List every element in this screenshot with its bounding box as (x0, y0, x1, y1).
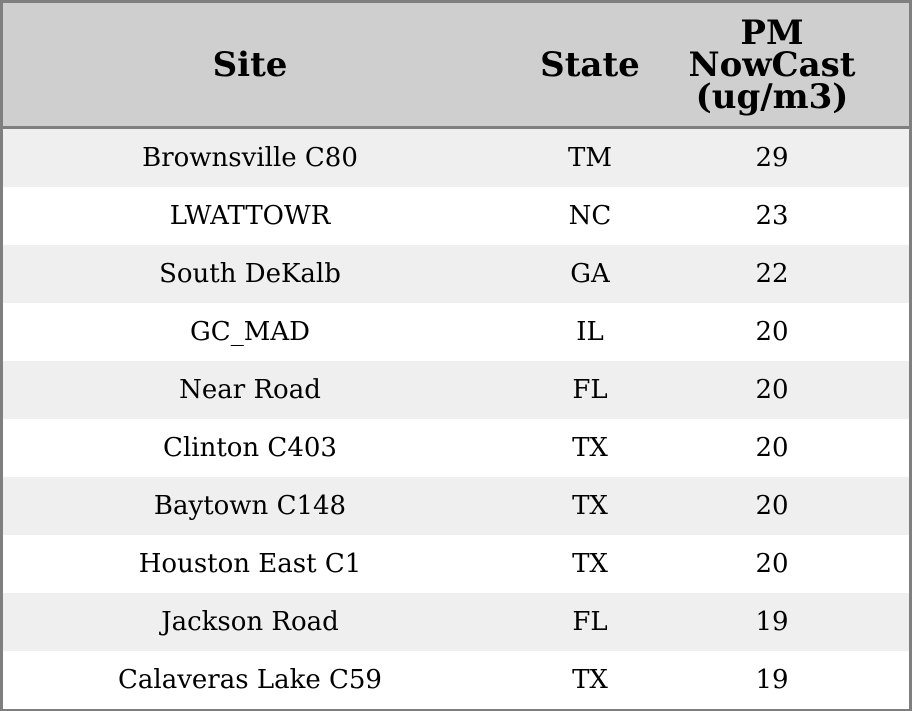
table-row: GC_MAD IL 20 (3, 303, 909, 361)
table-row: Clinton C403 TX 20 (3, 419, 909, 477)
cell-pm: 19 (755, 607, 789, 637)
cell-pm: 20 (755, 491, 789, 521)
table-row: Near Road FL 20 (3, 361, 909, 419)
table-header: Site State PM NowCast (ug/m3) (3, 3, 909, 129)
cell-state: TX (572, 549, 608, 579)
cell-pm: 22 (755, 259, 789, 289)
header-pm-line-2: NowCast (688, 44, 856, 85)
cell-site: LWATTOWR (169, 201, 331, 231)
cell-site: Houston East C1 (138, 549, 362, 579)
header-pm-line-3: (ug/m3) (695, 76, 849, 117)
table-row: Calaveras Lake C59 TX 19 (3, 651, 909, 709)
cell-state: TX (572, 433, 608, 463)
cell-site: South DeKalb (159, 259, 341, 289)
header-site: Site (212, 44, 288, 85)
table-row: Baytown C148 TX 20 (3, 477, 909, 535)
header-state: State (540, 44, 640, 85)
header-pm-nowcast: PM NowCast (ug/m3) (653, 12, 891, 117)
cell-state: NC (568, 201, 612, 231)
cell-state: TX (572, 665, 608, 695)
cell-pm: 20 (755, 549, 789, 579)
cell-site: Calaveras Lake C59 (118, 665, 382, 695)
header-pm-line-1: PM (740, 12, 804, 53)
cell-state: TM (568, 143, 612, 173)
cell-pm: 29 (755, 143, 789, 173)
cell-site: Brownsville C80 (142, 143, 358, 173)
table-row: LWATTOWR NC 23 (3, 187, 909, 245)
table-row: Jackson Road FL 19 (3, 593, 909, 651)
cell-state: FL (572, 607, 608, 637)
cell-site: Baytown C148 (153, 491, 347, 521)
cell-state: IL (576, 317, 604, 347)
table-row: Brownsville C80 TM 29 (3, 129, 909, 187)
cell-site: Near Road (179, 375, 321, 405)
cell-site: GC_MAD (190, 317, 310, 347)
cell-pm: 20 (755, 317, 789, 347)
table-body: Brownsville C80 TM 29 LWATTOWR NC 23 Sou… (3, 129, 909, 709)
cell-state: GA (570, 259, 610, 289)
cell-pm: 23 (755, 201, 789, 231)
cell-state: TX (572, 491, 608, 521)
cell-site: Clinton C403 (163, 433, 337, 463)
table-row: Houston East C1 TX 20 (3, 535, 909, 593)
cell-state: FL (572, 375, 608, 405)
table-row: South DeKalb GA 22 (3, 245, 909, 303)
cell-pm: 19 (755, 665, 789, 695)
cell-pm: 20 (755, 375, 789, 405)
cell-site: Jackson Road (161, 607, 339, 637)
cell-pm: 20 (755, 433, 789, 463)
